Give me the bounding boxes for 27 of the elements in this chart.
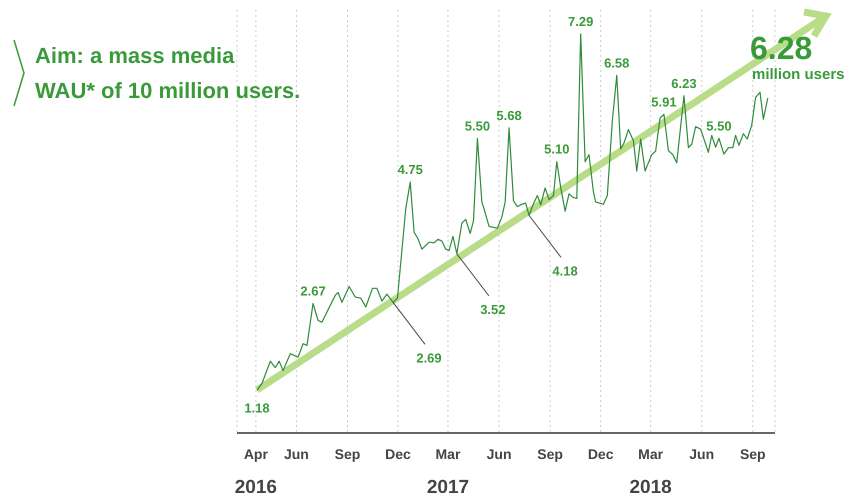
data-label: 7.29 (568, 14, 594, 29)
data-label: 3.52 (480, 302, 506, 317)
x-tick-label: Jun (689, 446, 714, 462)
x-tick-label: Dec (588, 446, 614, 462)
data-label: 4.75 (398, 162, 423, 178)
x-tick-label: Mar 2018 (629, 446, 672, 493)
x-tick-label: Jun (486, 446, 512, 462)
x-tick-label: Jun (284, 446, 309, 462)
data-label: 5.10 (544, 142, 570, 157)
data-label: 5.50 (464, 118, 490, 134)
text: Aim: a mass media WAU* of 10 million users. (35, 42, 300, 105)
data-label: 2.67 (300, 283, 326, 298)
x-tick-label: Sep (537, 446, 563, 462)
data-label: 1.18 (244, 400, 270, 416)
data-label: 2.69 (416, 350, 442, 366)
annotation: million users (752, 66, 845, 83)
data-label: 6.23 (671, 76, 697, 91)
x-tick-label: Mar 2017 (426, 446, 470, 493)
data-label: 5.91 (651, 94, 677, 110)
data-label: 5.68 (496, 108, 522, 123)
data-label: 5.50 (706, 118, 732, 134)
x-tick-label: Apr 2016 (234, 446, 278, 493)
data-label: 4.18 (552, 263, 578, 278)
x-tick-label: Sep (740, 446, 766, 462)
data-label: 6.58 (604, 55, 630, 70)
x-tick-label: Sep (334, 446, 360, 462)
x-tick-label: Dec (385, 446, 412, 462)
